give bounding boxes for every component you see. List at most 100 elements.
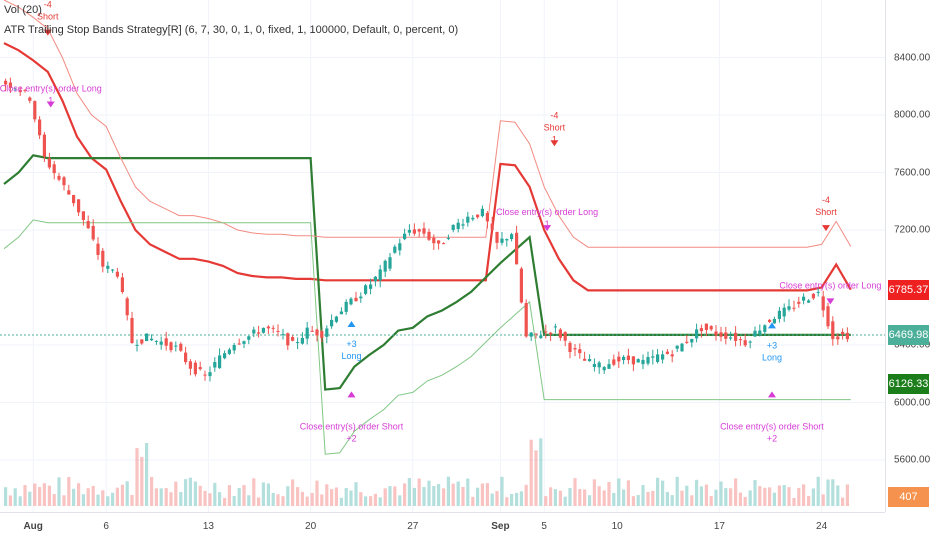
volume-bar [631,496,635,506]
volume-bar [81,494,85,506]
volume-bar [28,491,32,506]
candle-body [247,336,251,340]
candle-body [339,311,343,315]
candle-body [203,374,207,376]
candle-body [558,329,562,338]
candle-body [154,340,158,342]
signal-sub: +2 [767,433,777,443]
candle-body [675,345,679,349]
volume-bar [77,483,81,506]
signal-qty: -4 [822,195,830,205]
volume-bar [184,479,188,506]
strategy-params: (6, 7, 30, 0, 1, 0, fixed, 1, 100000, De… [184,24,459,36]
candle-body [729,337,733,339]
candle-body [437,240,441,244]
volume-bar [369,496,373,506]
volume-bar [52,494,56,506]
strategy-legend[interactable]: ATR Trailing Stop Bands Strategy[R] (6, … [4,24,458,36]
candle-body [242,341,246,344]
candle-body [150,338,154,341]
price-tick-label: 6000.00 [894,397,931,408]
candle-body [787,306,791,310]
candle-body [510,234,514,240]
candle-body [485,212,489,222]
volume-bar [446,476,450,506]
candle-body [296,342,300,344]
candle-body [641,359,645,365]
volume-bar [763,487,767,506]
candle-body [38,119,42,136]
candle-body [325,328,329,337]
price-badge: 6469.98 [888,324,929,345]
candle-body [52,164,56,174]
time-axis[interactable]: Aug 6 13 20 27 Sep 5 10 17 24 [0,512,885,551]
candle-body [592,363,596,367]
volume-bar [320,494,324,506]
candle-body [695,329,699,339]
candle-body [96,243,100,255]
volume-legend-label: Vol (20) [4,4,42,16]
volume-bar [286,486,290,506]
volume-bar [422,487,426,506]
candle-body [646,357,650,364]
volume-bar [257,497,261,506]
candle-body [77,199,81,213]
candle-body [836,336,840,340]
time-tick-label: 10 [611,521,623,532]
time-tick-label: 5 [541,521,547,532]
signal-sub: 1 [545,219,550,229]
candle-body [607,364,611,369]
candle-body [403,233,407,240]
candle-body [179,343,183,351]
price-axis[interactable]: 8400.00 8000.00 7600.00 7200.00 6400.00 6000.… [885,0,932,512]
signal-label: Close entry(s) order Long [0,83,102,93]
volume-bar [617,478,621,506]
volume-bars [4,438,849,506]
candle-body [807,300,811,303]
volume-bar [748,490,752,506]
candle-body [524,303,528,337]
candle-body [500,238,504,243]
volume-bar [729,488,733,506]
volume-bar [461,486,465,506]
upper-band-line [3,42,852,292]
volume-bar [821,494,825,506]
outer-upper-band-line [3,0,852,248]
volume-bar [490,493,494,506]
volume-bar [743,496,747,506]
time-tick-label: Sep [491,521,510,532]
signal-label: Short [37,12,59,22]
candle-body [91,225,95,240]
trade-signals: -4 Short 1 Close entry(s) order Long 1 +3 Long… [0,0,881,443]
candle-body [310,330,314,332]
time-tick-label: 6 [103,521,109,532]
candle-body [476,214,480,218]
candle-body [617,356,621,362]
volume-bar [359,492,363,506]
volume-bar [203,490,207,506]
volume-bar [558,490,562,506]
volume-bar [111,492,115,506]
candle-body [841,331,845,335]
volume-bar [777,485,781,506]
candle-body [704,323,708,330]
volume-bar [792,497,796,506]
volume-legend[interactable]: Vol (20) [4,4,42,16]
candle-body [42,134,46,157]
volume-bar [276,494,280,506]
volume-bar [227,485,231,506]
candle-body [276,330,280,332]
volume-bar [388,486,392,506]
candle-body [471,217,475,220]
volume-bar [768,487,772,506]
candle-body [758,330,762,335]
volume-bar [164,488,168,506]
candle-body [738,339,742,341]
volume-bar [553,489,557,506]
volume-bar [626,480,630,506]
volume-bar [169,492,173,506]
price-tick-label: 6400.00 [894,339,931,351]
candle-body [568,342,572,353]
signal-label: Close entry(s) order Short [300,421,404,431]
